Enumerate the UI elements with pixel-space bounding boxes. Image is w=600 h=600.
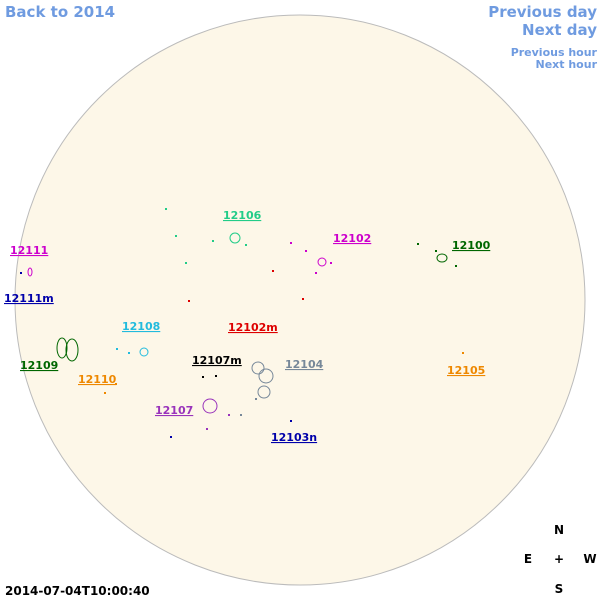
previous-hour-link[interactable]: Previous hour bbox=[511, 46, 598, 59]
sunspot-contours bbox=[27, 232, 448, 414]
region-label[interactable]: 12110 bbox=[78, 373, 117, 386]
region-label[interactable]: 12111m bbox=[4, 292, 54, 305]
next-day-link[interactable]: Next day bbox=[522, 21, 597, 39]
region-label[interactable]: 12108 bbox=[122, 320, 160, 333]
next-hour-link[interactable]: Next hour bbox=[536, 58, 598, 71]
solar-disk bbox=[14, 14, 586, 586]
compass-north: N bbox=[554, 523, 564, 537]
region-label[interactable]: 12104 bbox=[285, 358, 324, 371]
region-label[interactable]: 12107m bbox=[192, 354, 242, 367]
back-link[interactable]: Back to 2014 bbox=[5, 3, 115, 21]
region-label[interactable]: 12100 bbox=[452, 239, 491, 252]
region-labels: 12111 12111m 12109 12110 12108 12107 12107m 121… bbox=[4, 209, 491, 444]
timestamp: 2014-07-04T10:00:40 bbox=[5, 584, 150, 598]
region-label[interactable]: 12107 bbox=[155, 404, 193, 417]
region-label[interactable]: 12111 bbox=[10, 244, 48, 257]
previous-day-link[interactable]: Previous day bbox=[488, 3, 597, 21]
region-label[interactable]: 12103n bbox=[271, 431, 317, 444]
region-label[interactable]: 12106 bbox=[223, 209, 262, 222]
compass-south: S bbox=[555, 582, 564, 596]
region-label[interactable]: 12102 bbox=[333, 232, 371, 245]
compass-center: + bbox=[554, 552, 564, 566]
compass-east: E bbox=[524, 552, 532, 566]
region-label[interactable]: 12102m bbox=[228, 321, 278, 334]
region-label[interactable]: 12109 bbox=[20, 359, 58, 372]
sunspot-dots bbox=[20, 208, 464, 438]
region-label[interactable]: 12105 bbox=[447, 364, 485, 377]
compass-west: W bbox=[583, 552, 596, 566]
